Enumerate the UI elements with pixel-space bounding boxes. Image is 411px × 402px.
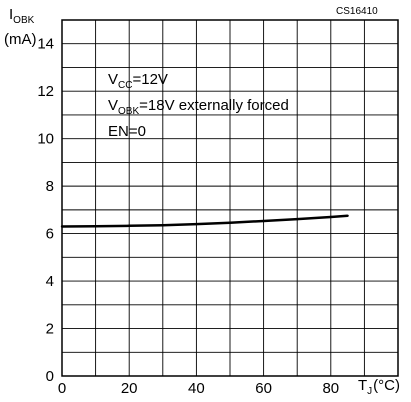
grid (62, 20, 398, 376)
y-tick-label: 14 (37, 36, 54, 53)
x-axis-label-sub: J (367, 386, 372, 397)
y-axis-label-main: I (9, 6, 13, 23)
series-layer (60, 214, 349, 228)
x-axis-label: TJ(°C) (358, 377, 400, 397)
data-point (346, 214, 349, 217)
data-point (161, 224, 164, 227)
annotation-line: EN=0 (108, 123, 146, 140)
x-axis-label-unit: (°C) (373, 377, 400, 394)
y-tick-label: 2 (46, 321, 54, 338)
series-line (61, 214, 348, 228)
annotation-box: VCC=12V VOBK=18V externally forced EN=0 (108, 71, 289, 140)
x-tick-label: 80 (322, 380, 339, 397)
plot-frame (61, 19, 399, 377)
data-point (195, 222, 198, 226)
data-point (94, 225, 97, 228)
y-tick-label: 6 (46, 226, 54, 243)
x-tick-labels: 0 20 40 60 80 (58, 380, 339, 397)
y-axis-label: IOBK (9, 6, 35, 26)
data-point (228, 221, 232, 224)
y-tick-label: 0 (46, 368, 54, 385)
y-axis-label-sub: OBK (13, 15, 34, 26)
x-tick-label: 40 (188, 380, 205, 397)
x-tick-label: 20 (121, 380, 138, 397)
x-axis-label-main: T (358, 377, 367, 394)
y-tick-label: 10 (37, 131, 54, 148)
y-axis-unit: (mA) (4, 31, 37, 48)
data-point (296, 217, 299, 221)
x-tick-label: 0 (58, 380, 66, 397)
data-point (262, 219, 265, 223)
annotation-line: VOBK=18V externally forced (108, 97, 289, 117)
annotation-line: VCC=12V (108, 71, 168, 91)
data-point (128, 224, 131, 227)
y-tick-label: 8 (46, 178, 54, 195)
x-tick-label: 60 (255, 380, 272, 397)
figure-code: CS16410 (336, 6, 378, 17)
y-tick-label: 12 (37, 83, 54, 100)
y-tick-label: 4 (46, 273, 54, 290)
data-point (329, 215, 332, 219)
y-tick-labels: 0 2 4 6 8 10 12 14 (37, 36, 54, 385)
